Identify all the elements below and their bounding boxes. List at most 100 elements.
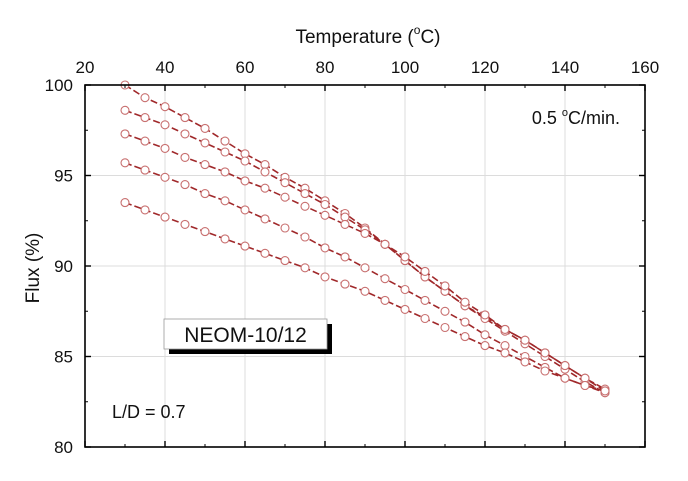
ratio-annotation: L/D = 0.7 <box>112 402 186 422</box>
data-point <box>120 129 130 139</box>
rate-annotation: 0.5 oC/min. <box>532 107 620 128</box>
data-point <box>140 136 150 146</box>
data-point <box>320 243 330 253</box>
data-point <box>180 219 190 229</box>
data-point <box>140 165 150 175</box>
data-point <box>220 147 230 157</box>
data-point <box>440 322 450 333</box>
series-5 <box>120 198 610 396</box>
data-point <box>160 102 170 112</box>
data-point <box>500 324 510 334</box>
data-point <box>280 192 290 202</box>
x-tick-label: 20 <box>76 58 95 77</box>
data-point <box>300 201 310 211</box>
data-point <box>140 113 150 123</box>
data-point <box>260 248 270 258</box>
x-axis-title: Temperature (oC) <box>295 23 440 48</box>
series-line <box>124 162 606 394</box>
data-point <box>240 205 250 215</box>
data-point <box>160 212 170 222</box>
x-tick-label: 160 <box>631 58 659 77</box>
x-tick-label: 120 <box>471 58 499 77</box>
data-point <box>140 93 150 103</box>
data-point <box>200 160 210 170</box>
x-tick-label: 100 <box>391 58 419 77</box>
x-tick-label: 140 <box>551 58 579 77</box>
data-point <box>320 272 330 282</box>
data-point <box>420 266 430 276</box>
data-point <box>480 341 490 351</box>
data-point <box>440 306 450 316</box>
data-point <box>360 228 370 238</box>
data-point <box>220 136 230 146</box>
data-point <box>400 252 410 262</box>
y-tick-label: 80 <box>54 438 73 457</box>
data-point <box>200 123 210 133</box>
data-point <box>200 227 210 237</box>
data-point <box>200 138 210 148</box>
sample-label-box: NEOM-10/12 <box>163 318 332 354</box>
data-point <box>400 284 410 295</box>
data-point <box>300 263 310 273</box>
data-point <box>160 143 170 153</box>
data-point <box>460 317 470 327</box>
x-tick-label: 60 <box>236 58 255 77</box>
x-tick-label: 80 <box>316 58 335 77</box>
data-point <box>220 196 230 206</box>
grid <box>85 85 645 447</box>
data-point <box>240 241 250 251</box>
y-tick-label: 85 <box>54 348 73 367</box>
x-tick-label: 40 <box>156 58 175 77</box>
sample-label-panel <box>163 318 328 350</box>
data-point <box>220 234 230 244</box>
data-point <box>380 295 390 305</box>
data-point <box>520 335 530 345</box>
data-point <box>560 361 570 371</box>
data-point <box>380 274 390 284</box>
data-point <box>180 152 190 162</box>
sample-label: NEOM-10/12 <box>184 324 307 347</box>
tick-layer: 20 40 60 80 100 120 140 160 80 85 90 95 100 <box>45 58 660 457</box>
data-point <box>360 263 370 273</box>
data-point <box>320 199 330 210</box>
data-point <box>280 223 290 233</box>
data-point <box>140 205 150 215</box>
data-point <box>120 198 130 208</box>
data-point <box>600 386 610 396</box>
data-point <box>340 279 350 289</box>
data-point <box>340 252 350 262</box>
data-point <box>540 348 550 358</box>
data-point <box>580 380 590 391</box>
data-point <box>200 189 210 199</box>
data-point <box>560 373 570 383</box>
data-point <box>340 219 350 229</box>
data-point <box>180 180 190 190</box>
y-tick-label: 95 <box>54 167 73 186</box>
data-point <box>160 172 170 182</box>
data-point <box>420 295 430 305</box>
data-point <box>480 310 490 320</box>
data-point <box>360 286 370 296</box>
data-point <box>300 189 310 199</box>
data-point <box>420 313 430 324</box>
data-point <box>120 105 130 115</box>
data-point <box>500 348 510 358</box>
data-point <box>180 129 190 139</box>
data-point <box>320 210 330 220</box>
data-point <box>260 214 270 224</box>
series-3 <box>120 129 610 396</box>
data-point <box>380 239 390 249</box>
data-point <box>440 281 450 291</box>
series-layer <box>120 80 610 398</box>
series-4 <box>120 158 610 398</box>
data-point <box>460 332 470 342</box>
y-axis-title: Flux (%) <box>23 233 44 304</box>
data-point <box>540 366 550 376</box>
data-point <box>220 167 230 177</box>
data-point <box>260 167 270 177</box>
data-point <box>120 158 130 168</box>
y-tick-label: 100 <box>45 76 73 95</box>
data-point <box>180 113 190 123</box>
data-point <box>480 330 490 340</box>
